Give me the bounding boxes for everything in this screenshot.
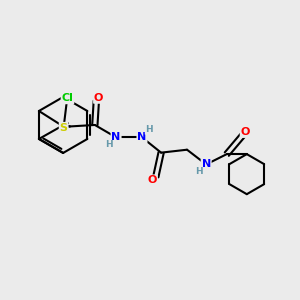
Text: N: N [111, 132, 121, 142]
Text: H: H [105, 140, 113, 149]
Text: H: H [195, 167, 202, 176]
Text: N: N [202, 159, 211, 170]
Text: O: O [94, 93, 104, 103]
Text: N: N [137, 132, 147, 142]
Text: S: S [60, 123, 68, 133]
Text: Cl: Cl [61, 93, 74, 103]
Text: O: O [241, 127, 250, 137]
Text: H: H [145, 125, 153, 134]
Text: O: O [148, 175, 157, 185]
